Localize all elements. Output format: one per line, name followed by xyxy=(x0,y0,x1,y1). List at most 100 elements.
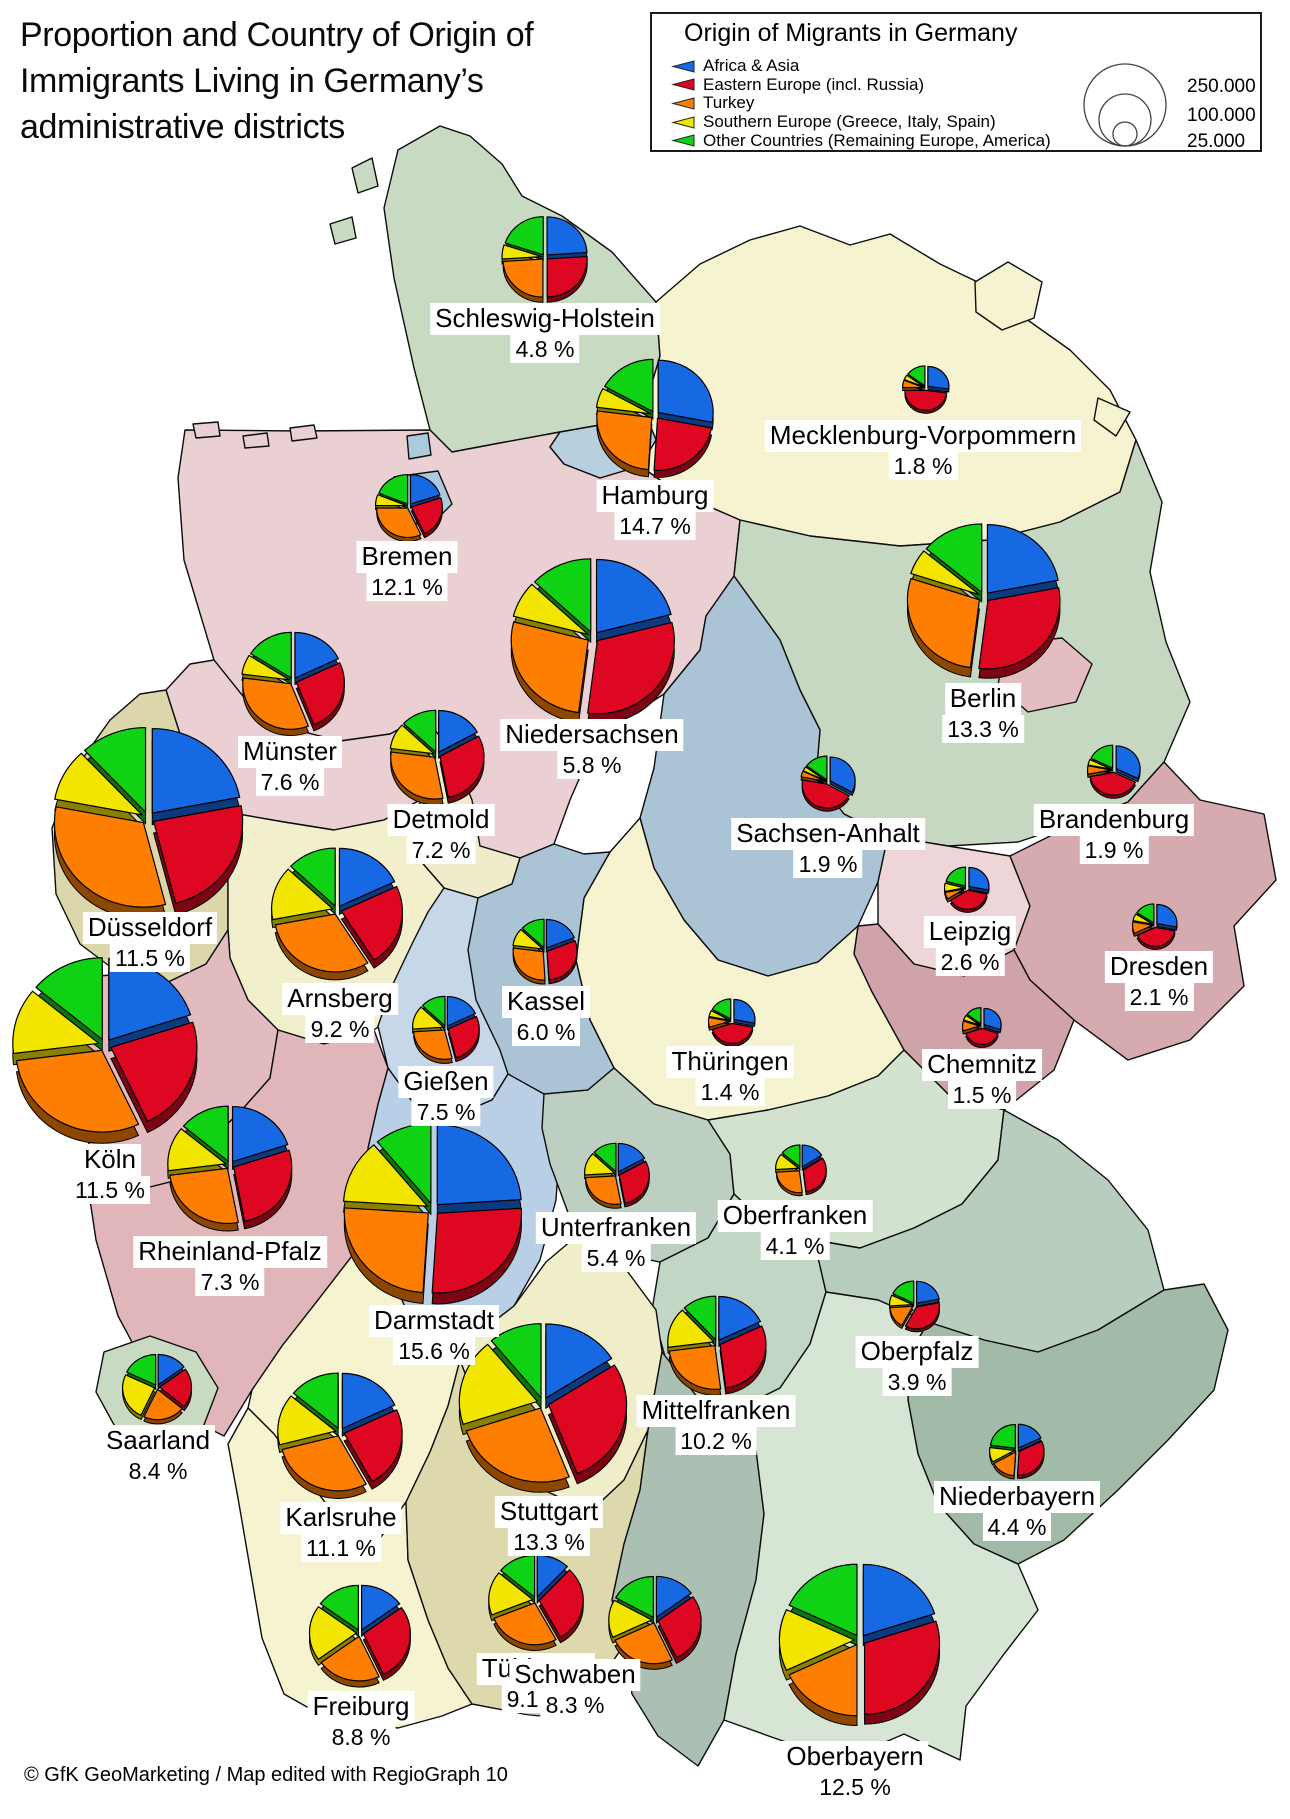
pie-slice-africa_asia xyxy=(338,847,396,907)
district-name: Saarland xyxy=(100,1425,216,1457)
district-percentage: 8.4 % xyxy=(123,1456,193,1486)
district-percentage: 4.8 % xyxy=(510,334,580,364)
pie-slice-africa_asia xyxy=(862,1563,936,1637)
district-name: Niederbayern xyxy=(933,1481,1101,1513)
legend-marker-turkey-icon xyxy=(671,97,695,110)
pie-slice-africa_asia xyxy=(1156,903,1178,928)
pie-slice-other xyxy=(788,1563,858,1637)
pie-slice-other xyxy=(781,1144,801,1168)
pie-slice-eastern_europe xyxy=(110,1021,198,1122)
district-percentage: 5.4 % xyxy=(581,1243,651,1273)
pie-slice-other xyxy=(604,358,654,413)
legend-box: Origin of Migrants in Germany Africa & A… xyxy=(650,12,1262,152)
pie-slice-southern_europe xyxy=(778,1609,855,1671)
pie-slice-other xyxy=(925,523,983,593)
district-label-saarland: Saarland 8.4 % xyxy=(100,1425,216,1486)
district-label-unterfranken: Unterfranken 5.4 % xyxy=(535,1212,697,1273)
pie-slice-africa_asia xyxy=(546,216,588,256)
pie-slice-turkey xyxy=(15,1049,140,1133)
district-percentage: 5.8 % xyxy=(557,750,627,780)
district-percentage: 1.8 % xyxy=(888,451,958,481)
district-label-mittelfranken: Mittelfranken 10.2 % xyxy=(636,1395,796,1456)
pie-saarland xyxy=(122,1353,193,1425)
pie-slice-southern_europe xyxy=(488,1572,534,1616)
pie-giessen xyxy=(412,995,480,1064)
pie-slice-eastern_europe xyxy=(158,1368,193,1408)
region-island-amrum xyxy=(329,216,357,245)
district-percentage: 2.1 % xyxy=(1124,982,1194,1012)
pie-slice-turkey xyxy=(707,1016,731,1028)
district-label-thueringen: Thüringen 1.4 % xyxy=(666,1046,794,1107)
pie-slice-other xyxy=(966,1007,982,1025)
pie-slice-eastern_europe xyxy=(546,255,588,298)
district-name: Köln xyxy=(78,1144,142,1176)
pie-slice-eastern_europe xyxy=(949,889,988,910)
district-name: Düsseldorf xyxy=(82,912,218,944)
pie-slice-other xyxy=(250,631,292,679)
pie-slice-eastern_europe xyxy=(653,417,713,471)
legend-label: Southern Europe (Greece, Italy, Spain) xyxy=(703,112,996,132)
pie-slice-eastern_europe xyxy=(547,1364,628,1475)
pie-slice-eastern_europe xyxy=(1136,926,1176,947)
pie-kassel xyxy=(512,918,578,985)
district-name: Oberfranken xyxy=(717,1200,873,1232)
district-label-berlin: Berlin 13.3 % xyxy=(942,683,1024,744)
district-name: Mecklenburg-Vorpommern xyxy=(764,420,1082,452)
pie-slice-southern_europe xyxy=(584,1153,616,1176)
pie-slice-eastern_europe xyxy=(439,735,485,798)
pie-schleswig-holstein xyxy=(501,216,588,303)
pie-slice-turkey xyxy=(775,1170,803,1194)
pie-slice-other xyxy=(1090,744,1114,769)
pie-arnsberg xyxy=(271,847,403,981)
district-percentage: 10.2 % xyxy=(675,1426,757,1456)
district-percentage: 14.7 % xyxy=(614,511,696,541)
pie-slice-southern_europe xyxy=(308,1606,358,1660)
district-percentage: 4.1 % xyxy=(760,1231,830,1261)
district-percentage: 8.8 % xyxy=(326,1722,396,1752)
pie-koeln xyxy=(12,957,198,1144)
legend-marker-africa_asia-icon xyxy=(671,60,695,73)
pie-slice-eastern_europe xyxy=(657,1596,702,1659)
district-name: Bremen xyxy=(356,541,458,573)
pie-slice-southern_europe xyxy=(167,1128,227,1172)
pie-slice-southern_europe xyxy=(1132,913,1154,925)
district-label-duesseldorf: Düsseldorf 11.5 % xyxy=(82,912,218,973)
pie-slice-africa_asia xyxy=(915,1280,940,1304)
legend-item-turkey: Turkey xyxy=(670,93,1051,113)
district-percentage: 13.3 % xyxy=(942,714,1024,744)
pie-slice-other xyxy=(683,1295,717,1341)
region-island-juist xyxy=(242,432,270,449)
district-label-chemnitz: Chemnitz 1.5 % xyxy=(922,1049,1042,1110)
pie-slice-other xyxy=(945,866,967,887)
pie-slice-southern_europe xyxy=(122,1374,156,1416)
pie-slice-eastern_europe xyxy=(538,1569,584,1638)
district-name: Sachsen-Anhalt xyxy=(731,818,925,850)
pie-slice-turkey xyxy=(493,1602,557,1646)
pie-schwaben xyxy=(608,1575,702,1670)
pie-slice-other xyxy=(403,709,437,753)
district-label-rheinland-pfalz: Rheinland-Pfalz 7.3 % xyxy=(133,1236,327,1297)
map-title-line: Immigrants Living in Germany’s xyxy=(20,62,484,101)
pie-slice-eastern_europe xyxy=(343,1409,403,1483)
pie-slice-turkey xyxy=(242,677,310,730)
pie-slice-southern_europe xyxy=(512,928,544,950)
pie-slice-africa_asia xyxy=(1017,1423,1042,1449)
pie-slice-africa_asia xyxy=(361,1584,401,1631)
pie-slice-eastern_europe xyxy=(546,940,578,981)
pie-slice-africa_asia xyxy=(157,1353,185,1386)
district-percentage: 1.5 % xyxy=(947,1080,1017,1110)
district-percentage: 9.2 % xyxy=(305,1014,375,1044)
pie-oberpfalz xyxy=(888,1280,941,1333)
pie-slice-southern_europe xyxy=(1087,758,1113,770)
district-label-stuttgart: Stuttgart 13.3 % xyxy=(494,1496,604,1557)
pie-muenster xyxy=(241,631,345,737)
legend-item-southern_europe: Southern Europe (Greece, Italy, Spain) xyxy=(670,112,1051,132)
district-name: Hamburg xyxy=(596,480,714,512)
pie-slice-southern_europe xyxy=(943,882,966,893)
pie-slice-other xyxy=(126,1353,157,1386)
size-label-250000: 250.000 xyxy=(1187,76,1256,97)
pie-dresden xyxy=(1131,903,1178,950)
district-name: Stuttgart xyxy=(494,1496,604,1528)
pie-slice-africa_asia xyxy=(986,524,1059,594)
pie-slice-turkey xyxy=(274,913,369,973)
